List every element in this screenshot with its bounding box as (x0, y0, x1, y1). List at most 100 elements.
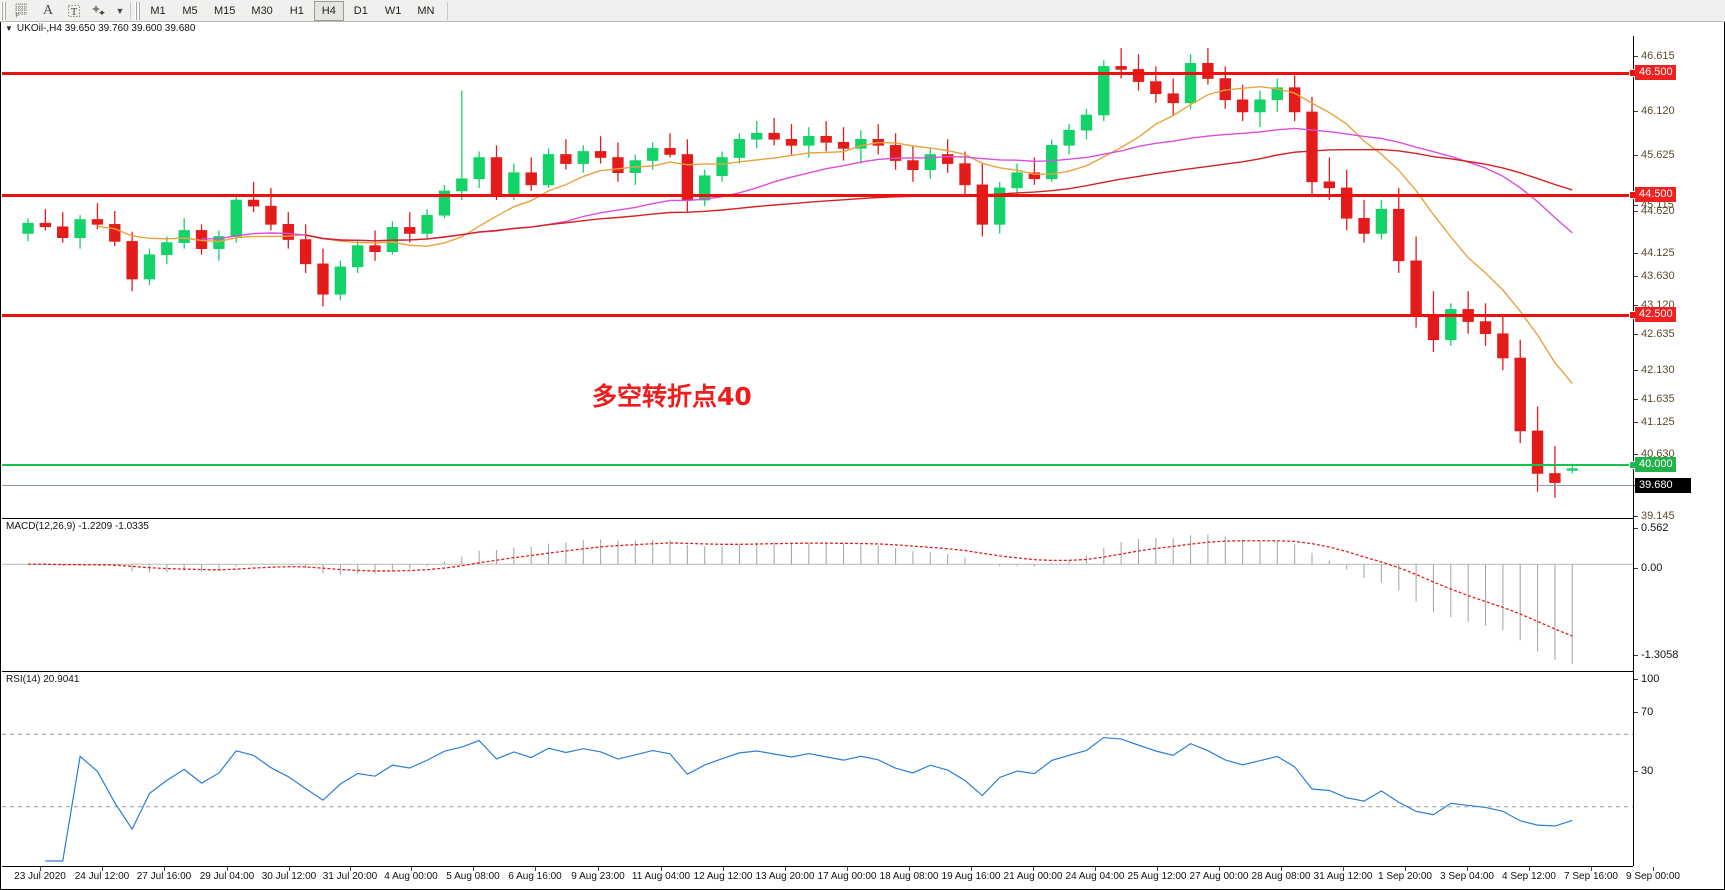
resistance-46500-line[interactable] (2, 72, 1633, 75)
time-axis-label: 4 Aug 00:00 (384, 871, 438, 882)
rsi-plot (2, 733, 1633, 862)
time-axis-label: 1 Sep 20:00 (1378, 871, 1432, 882)
support-40000-label: 40.000 (1635, 457, 1676, 472)
time-axis-label: 25 Aug 12:00 (1127, 871, 1187, 882)
timeframe-m1[interactable]: M1 (150, 4, 166, 17)
scale-tick: 0.562 (1634, 522, 1725, 534)
time-axis-tick (598, 867, 599, 871)
time-axis-label: 28 Aug 08:00 (1251, 871, 1311, 882)
scale-tick: 70 (1634, 706, 1725, 718)
time-axis-label: 9 Aug 23:00 (571, 871, 625, 882)
time-axis-tick (971, 867, 972, 871)
time-axis-tick (40, 867, 41, 871)
time-axis-label: 4 Sep 12:00 (1502, 871, 1556, 882)
toolbar-drag-handle[interactable] (1, 1, 7, 20)
time-axis-tick (102, 867, 103, 871)
scale-tick: 42.130 (1634, 364, 1725, 376)
resistance-44500-label: 44.500 (1635, 187, 1676, 202)
scale-tick: -1.3058 (1634, 649, 1725, 661)
support-42500-line[interactable] (2, 314, 1633, 317)
price-scale[interactable]: 46.615 46.120 45.625 45.115 44.620 44.125 43.6… (1633, 36, 1724, 866)
timeframe-w1[interactable]: W1 (384, 4, 402, 17)
time-axis-tick (1591, 867, 1592, 871)
chart-window[interactable]: ▼ UKOil-,H4 39.650 39.760 39.600 39.680 … (0, 22, 1725, 890)
chart-menu-caret-icon[interactable]: ▼ (5, 24, 13, 33)
resistance-44500-line[interactable] (2, 194, 1633, 197)
text-A-icon[interactable]: A (42, 2, 54, 18)
time-axis-label: 17 Aug 00:00 (817, 871, 877, 882)
timeframe-d1[interactable]: D1 (353, 4, 368, 17)
time-axis-tick (1343, 867, 1344, 871)
support-42500-label: 42.500 (1635, 307, 1676, 322)
time-axis-label: 24 Aug 04:00 (1065, 871, 1125, 882)
timeframe-m5[interactable]: M5 (182, 4, 198, 17)
text-label-icon[interactable]: T (61, 1, 87, 21)
time-axis-label: 9 Sep 00:00 (1626, 871, 1680, 882)
time-axis-tick (723, 867, 724, 871)
macd-pane[interactable]: MACD(12,26,9) -1.2209 -1.0335 (2, 518, 1633, 670)
scale-tick: 100 (1634, 673, 1725, 685)
scale-tick: 42.635 (1634, 328, 1725, 340)
time-axis-tick (164, 867, 165, 871)
main-toolbar: F A T ▼ M1 M5 M15 M30 H1 H4 D1 W1 MN (0, 0, 1725, 22)
scale-tick: 39.145 (1634, 510, 1725, 522)
timeframe-group: M1 M5 M15 M30 H1 H4 D1 W1 MN (143, 0, 441, 21)
price-pane[interactable]: 多空转折点40 (2, 36, 1637, 516)
objects-icon[interactable] (87, 1, 113, 21)
svg-text:F: F (16, 14, 19, 19)
chart-annotation-text: 多空转折点40 (592, 382, 752, 411)
time-axis-tick (1529, 867, 1530, 871)
time-axis[interactable]: 23 Jul 2020 24 Jul 12:00 27 Jul 16:00 29 Ju… (2, 866, 1680, 889)
current-price-line (2, 485, 1633, 486)
time-axis-tick (535, 867, 536, 871)
timeframe-mn[interactable]: MN (417, 4, 435, 17)
rsi-indicator-label: RSI(14) 20.9041 (6, 674, 80, 685)
scale-tick: 46.615 (1634, 50, 1725, 62)
scale-tick: 44.125 (1634, 247, 1725, 259)
scale-tick: 44.620 (1634, 205, 1725, 217)
time-axis-tick (661, 867, 662, 871)
timeframe-m15[interactable]: M15 (214, 4, 236, 17)
time-axis-label: 3 Sep 04:00 (1440, 871, 1494, 882)
symbol-info-text: UKOil-,H4 39.650 39.760 39.600 39.680 (16, 23, 196, 34)
symbol-info-row: ▼ UKOil-,H4 39.650 39.760 39.600 39.680 (1, 22, 1725, 35)
time-axis-tick (289, 867, 290, 871)
scale-tick: 41.635 (1634, 393, 1725, 405)
time-axis-tick (1219, 867, 1220, 871)
time-axis-tick (1281, 867, 1282, 871)
time-axis-label: 27 Jul 16:00 (136, 871, 192, 882)
time-axis-tick (909, 867, 910, 871)
timeframe-h1[interactable]: H1 (289, 4, 304, 17)
time-axis-tick (227, 867, 228, 871)
time-axis-label: 18 Aug 08:00 (879, 871, 939, 882)
candlestick-plot (22, 48, 1578, 498)
macd-plot (2, 534, 1633, 665)
time-axis-label: 19 Aug 16:00 (941, 871, 1001, 882)
time-axis-label: 29 Jul 04:00 (199, 871, 255, 882)
chevron-down-icon[interactable]: ▼ (115, 5, 125, 16)
time-axis-label: 5 Aug 08:00 (446, 871, 500, 882)
scale-tick: 45.625 (1634, 149, 1725, 161)
time-axis-tick (350, 867, 351, 871)
rsi-pane[interactable]: RSI(14) 20.9041 (2, 671, 1633, 867)
crosshair-grid-icon[interactable]: F (9, 1, 35, 21)
timeframe-drag-handle[interactable] (135, 1, 141, 20)
scale-tick: 43.630 (1634, 270, 1725, 282)
scale-tick: 30 (1634, 765, 1725, 777)
support-40000-line[interactable] (2, 464, 1633, 466)
time-axis-label: 13 Aug 20:00 (755, 871, 815, 882)
time-axis-label: 11 Aug 04:00 (631, 871, 691, 882)
time-axis-label: 27 Aug 00:00 (1189, 871, 1249, 882)
time-axis-label: 7 Sep 16:00 (1564, 871, 1618, 882)
timeframe-h4[interactable]: H4 (313, 0, 344, 21)
time-axis-tick (1033, 867, 1034, 871)
svg-text:T: T (71, 7, 77, 18)
time-axis-tick (473, 867, 474, 871)
toolbar-separator-2 (447, 1, 449, 20)
time-axis-label: 30 Jul 12:00 (261, 871, 317, 882)
time-axis-label: 23 Jul 2020 (14, 871, 66, 882)
scale-tick: 46.120 (1634, 105, 1725, 117)
time-axis-tick (785, 867, 786, 871)
macd-indicator-label: MACD(12,26,9) -1.2209 -1.0335 (6, 521, 149, 532)
timeframe-m30[interactable]: M30 (251, 4, 273, 17)
